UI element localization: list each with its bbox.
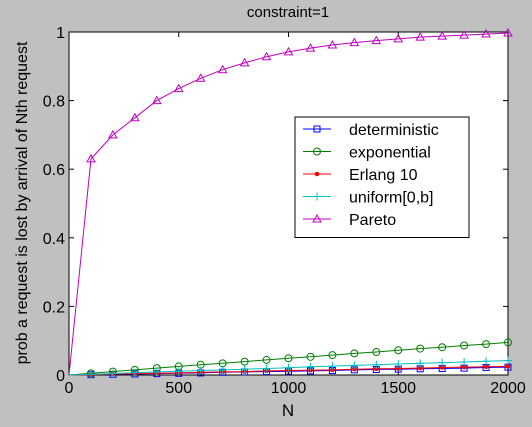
data-point-uniform-0-b xyxy=(394,360,403,369)
y-tick-label: 0.4 xyxy=(43,231,65,248)
chart-title: constraint=1 xyxy=(247,4,329,21)
series-line-pareto xyxy=(68,32,509,376)
data-point-uniform-0-b xyxy=(372,360,381,369)
data-point-pareto xyxy=(305,43,316,52)
data-point-pareto xyxy=(481,29,491,38)
legend-item-exponential: exponential xyxy=(303,145,431,162)
data-point-uniform-0-b xyxy=(284,363,293,372)
y-tick-label: 0.6 xyxy=(43,162,65,179)
data-point-exponential xyxy=(262,355,271,364)
legend-item-erlang-10: Erlang 10 xyxy=(303,167,418,184)
data-point-uniform-0-b xyxy=(108,369,117,378)
data-point-uniform-0-b xyxy=(174,367,183,376)
data-point-erlang-10 xyxy=(483,364,489,370)
legend-marker xyxy=(314,171,320,177)
data-point-uniform-0-b xyxy=(86,370,95,379)
data-point-pareto xyxy=(173,83,184,93)
data-point-pareto xyxy=(151,95,162,105)
x-tick-label: 1500 xyxy=(380,380,416,397)
y-tick-label: 0.8 xyxy=(43,94,65,111)
data-point-pareto xyxy=(437,31,448,40)
y-tick-label: 1 xyxy=(56,25,65,42)
data-point-exponential xyxy=(394,346,403,355)
data-point-pareto xyxy=(415,32,426,41)
data-point-exponential xyxy=(328,351,337,360)
data-point-pareto xyxy=(327,40,338,49)
data-point-uniform-0-b xyxy=(130,368,139,377)
data-point-uniform-0-b xyxy=(350,361,359,370)
y-tick-label: 0.2 xyxy=(43,299,65,316)
data-point-exponential xyxy=(372,348,381,357)
data-point-pareto xyxy=(503,28,513,37)
data-point-exponential xyxy=(438,343,447,352)
legend-box xyxy=(294,116,470,238)
data-point-uniform-0-b xyxy=(416,359,425,368)
data-point-uniform-0-b xyxy=(306,362,315,371)
data-point-pareto xyxy=(393,33,404,43)
data-point-pareto xyxy=(283,46,294,56)
legend-marker xyxy=(313,125,321,133)
data-point-uniform-0-b xyxy=(152,367,161,376)
data-point-uniform-0-b xyxy=(218,365,227,374)
series-uniform-0-b xyxy=(68,356,512,379)
data-point-uniform-0-b xyxy=(328,362,337,371)
data-point-exponential xyxy=(350,349,359,358)
data-point-pareto xyxy=(239,57,250,67)
data-point-pareto xyxy=(371,35,382,45)
legend-item-pareto: Pareto xyxy=(303,212,396,229)
legend-marker xyxy=(312,213,322,223)
x-tick-label: 1000 xyxy=(271,380,307,397)
data-point-exponential xyxy=(306,352,315,361)
series-pareto xyxy=(68,28,513,376)
data-point-pareto xyxy=(217,64,228,74)
legend-label: Erlang 10 xyxy=(349,167,418,184)
data-point-pareto xyxy=(108,129,118,139)
data-point-erlang-10 xyxy=(505,364,511,369)
legend-label: exponential xyxy=(349,145,431,162)
axis-ticks: 0 500 1000 1500 2000 0 0.2 0.4 0.6 0.8 1 xyxy=(43,25,526,397)
series-line-exponential xyxy=(68,341,509,376)
data-point-uniform-0-b xyxy=(504,356,512,365)
data-point-pareto xyxy=(86,153,96,163)
legend-label: deterministic xyxy=(349,122,439,139)
y-tick-label: 0 xyxy=(56,368,65,385)
legend-item-deterministic: deterministic xyxy=(303,122,439,139)
data-point-exponential xyxy=(460,341,469,350)
data-point-pareto xyxy=(459,30,469,39)
data-point-exponential xyxy=(482,340,491,349)
data-point-exponential xyxy=(240,357,249,366)
legend: deterministic exponential Erlang 10 uniform… xyxy=(294,116,470,238)
legend-label: uniform[0,b] xyxy=(349,190,433,207)
legend-item-uniform-0-b: uniform[0,b] xyxy=(303,190,433,207)
legend-marker xyxy=(313,192,321,201)
y-axis-label: prob a request is lost by arrival of Nth… xyxy=(14,41,31,364)
legend-marker xyxy=(313,147,321,156)
series-layer xyxy=(68,28,513,379)
data-point-exponential xyxy=(504,338,512,347)
data-point-uniform-0-b xyxy=(262,364,271,373)
data-point-pareto xyxy=(349,37,360,47)
data-point-pareto xyxy=(261,51,272,61)
data-point-uniform-0-b xyxy=(438,358,447,367)
x-tick-label: 2000 xyxy=(490,380,526,397)
data-point-uniform-0-b xyxy=(240,365,249,374)
data-point-exponential xyxy=(284,354,293,363)
data-point-exponential xyxy=(416,344,425,353)
data-point-uniform-0-b xyxy=(460,357,469,366)
x-axis-label: N xyxy=(282,401,294,420)
data-point-pareto xyxy=(129,112,140,122)
legend-label: Pareto xyxy=(349,212,396,229)
data-point-uniform-0-b xyxy=(196,366,205,375)
data-point-pareto xyxy=(195,73,206,82)
data-point-uniform-0-b xyxy=(482,357,491,366)
x-tick-label: 500 xyxy=(165,380,192,397)
x-tick-label: 0 xyxy=(65,380,74,397)
